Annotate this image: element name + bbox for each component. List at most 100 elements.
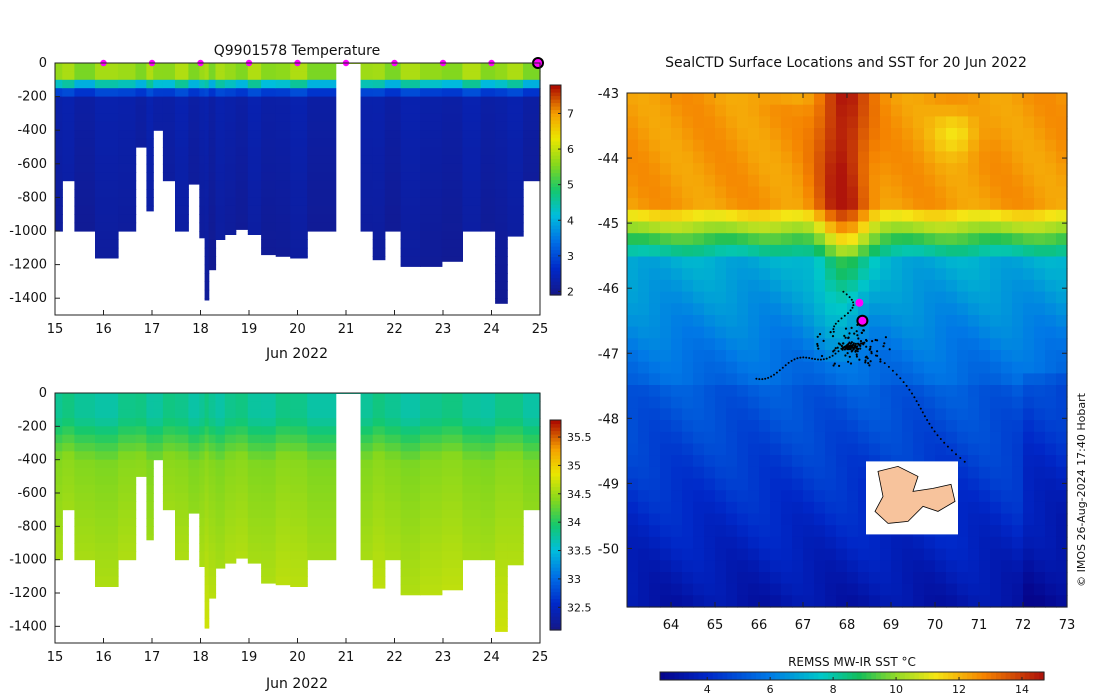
heat-cell [74, 63, 96, 72]
colorbar-swatch [550, 623, 561, 628]
heat-cell [420, 264, 443, 267]
sst-cell [869, 326, 881, 339]
heat-cell [275, 576, 291, 586]
sst-cell [715, 525, 727, 538]
heat-cell [420, 468, 443, 477]
sst-cell [671, 128, 683, 141]
heat-cell [261, 239, 277, 249]
heat-cell [480, 197, 496, 207]
heat-cell [495, 121, 508, 131]
heat-cell [135, 401, 147, 411]
sst-cell [814, 385, 826, 398]
sst-cell [858, 221, 870, 234]
sst-cell [759, 315, 771, 328]
sst-cell [627, 279, 639, 293]
sst-cell [759, 583, 771, 596]
sst-cell [979, 536, 991, 550]
sst-cell [671, 338, 683, 351]
heat-cell [372, 484, 386, 494]
heat-cell [384, 501, 402, 511]
sst-cell [704, 128, 716, 141]
sst-cell [715, 244, 727, 258]
sst-cell [737, 548, 749, 561]
heat-cell [507, 484, 524, 494]
heat-cell [247, 214, 262, 224]
heat-cell [199, 418, 206, 427]
heat-cell [247, 426, 262, 436]
sst-cell [990, 583, 1002, 596]
sst-cell [935, 244, 947, 258]
heat-cell [495, 222, 508, 232]
sst-cell [913, 548, 925, 561]
heat-cell [146, 493, 154, 502]
colorbar-swatch [550, 514, 561, 519]
heat-cell [118, 130, 137, 140]
sst-cell [880, 408, 892, 421]
sst-map-panel: SealCTD Surface Locations and SST for 20… [598, 55, 1088, 696]
sst-cell [737, 583, 749, 596]
heat-cell [204, 147, 210, 156]
sst-cell [671, 455, 683, 468]
sst-cell [803, 93, 815, 106]
sst-cell [825, 373, 837, 386]
colorbar-swatch [550, 277, 561, 282]
sst-cell [1023, 361, 1035, 374]
heat-cell [400, 568, 421, 577]
heat-cell [441, 443, 463, 452]
sst-cell [627, 490, 639, 503]
sst-cell [660, 595, 672, 608]
heat-cell [118, 484, 137, 494]
sst-cell [880, 209, 892, 223]
sst-cell [869, 128, 881, 141]
sst-cell [748, 420, 760, 433]
sst-cell [726, 303, 738, 316]
sst-cell [869, 536, 881, 550]
seal-track-point [867, 362, 870, 365]
sst-cell [990, 93, 1002, 106]
sst-cell [968, 373, 980, 386]
seal-track-point [761, 378, 764, 381]
sst-cell [1012, 338, 1024, 351]
sst-cell [638, 221, 650, 234]
heat-cell [372, 239, 386, 249]
heat-cell [420, 113, 443, 123]
sst-cell [781, 139, 793, 152]
sst-cell [693, 350, 705, 363]
sst-cell [968, 186, 980, 199]
colorbar-tick-label: 6 [567, 143, 574, 156]
sst-cell [803, 303, 815, 316]
sst-cell [1023, 116, 1035, 129]
sst-cell [726, 163, 738, 176]
sst-cell [803, 350, 815, 363]
sst-cell [935, 431, 947, 445]
sst-cell [770, 198, 782, 211]
heat-cell [118, 401, 137, 411]
colorbar-swatch [1010, 672, 1016, 680]
heat-cell [480, 222, 496, 232]
heat-cell [384, 130, 402, 140]
sst-cell [682, 93, 694, 106]
sst-cell [660, 198, 672, 211]
heat-cell [74, 163, 96, 173]
sst-cell [1012, 268, 1024, 281]
heat-cell [372, 88, 386, 98]
sst-cell [649, 572, 661, 585]
heat-cell [162, 393, 176, 402]
seal-track-point [850, 341, 854, 344]
heat-cell [290, 526, 308, 536]
sst-cell [770, 350, 782, 363]
seal-track-point [858, 344, 861, 347]
sst-cell [803, 128, 815, 141]
sst-cell [913, 326, 925, 339]
colorbar-swatch [770, 672, 776, 680]
heat-cell [175, 484, 189, 494]
x-tick-label: 17 [144, 322, 161, 337]
sst-cell [1001, 466, 1013, 480]
heat-cell [199, 409, 206, 419]
sst-cell [979, 233, 991, 246]
sst-cell [792, 455, 804, 468]
sst-cell [671, 385, 683, 398]
sst-cell [638, 385, 650, 398]
sst-cell [803, 513, 815, 526]
sst-cell [781, 583, 793, 596]
